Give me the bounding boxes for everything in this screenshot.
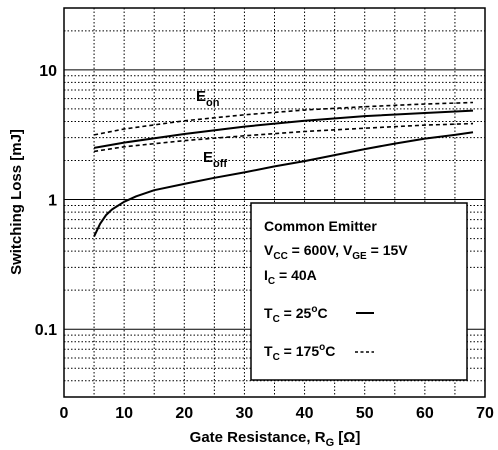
- legend-line-common-emitter: Common Emitter: [264, 218, 377, 234]
- plot-frame: [63, 7, 486, 398]
- y-axis-label: Switching Loss [mJ]: [8, 129, 25, 275]
- y-tick-label: 10: [39, 63, 57, 80]
- y-tick-label: 1: [48, 193, 57, 210]
- legend-line-current: IC = 40A: [264, 267, 317, 287]
- x-axis-label: Gate Resistance, RG [Ω]: [190, 429, 361, 449]
- series-lines: [93, 101, 474, 237]
- legend-line-voltages: VCC = 600V, VGE = 15V: [264, 242, 408, 262]
- x-tick-label: 30: [236, 405, 254, 422]
- series-line-eoff-175: [93, 122, 474, 153]
- tick-labels: 0 10 20 30 40 50 60 70 10 1 0.1: [35, 63, 494, 422]
- x-tick-label: 0: [60, 405, 69, 422]
- series-line-eon-175: [93, 101, 474, 136]
- x-tick-label: 10: [115, 405, 133, 422]
- legend: Common Emitter VCC = 600V, VGE = 15V IC …: [250, 202, 468, 381]
- series-line-eoff-25: [93, 131, 474, 237]
- legend-line-tc175: TC = 175oC: [264, 342, 335, 363]
- y-tick-label: 0.1: [35, 322, 57, 339]
- x-tick-label: 70: [476, 405, 494, 422]
- series-line-eon-25: [93, 109, 474, 149]
- legend-line-tc25: TC = 25oC: [264, 304, 328, 325]
- x-tick-label: 50: [356, 405, 374, 422]
- x-tick-label: 40: [296, 405, 314, 422]
- eoff-annotation: Eoff: [203, 149, 227, 170]
- legend-box: [250, 202, 468, 381]
- x-tick-label: 20: [175, 405, 193, 422]
- x-tick-label: 60: [416, 405, 434, 422]
- eon-annotation: Eon: [196, 88, 220, 109]
